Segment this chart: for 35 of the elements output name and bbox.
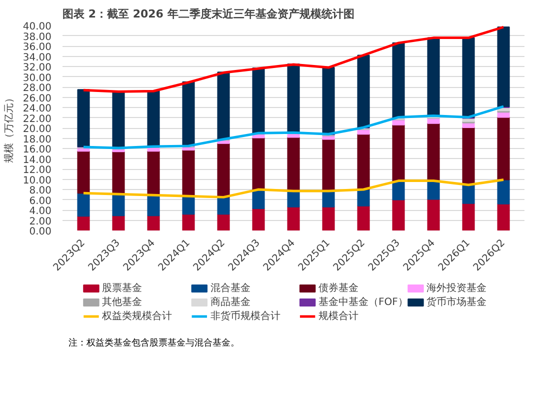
legend-label: 非货币规模合计	[210, 310, 280, 322]
legend-label: 其他基金	[102, 296, 142, 308]
legend-label: 海外投资基金	[426, 282, 487, 294]
y-tick-label: 16.00	[22, 144, 52, 156]
y-tick-label: 34.00	[22, 52, 52, 64]
y-tick-label: 10.00	[22, 175, 52, 186]
y-tick-label: 22.00	[22, 114, 52, 125]
y-tick-label: 8.00	[29, 186, 52, 196]
chart-title: 图表 2：截至 2026 年二季度末近三年基金资产规模统计图	[62, 8, 354, 20]
y-tick-label: 2.00	[29, 216, 52, 228]
y-tick-label: 4.00	[29, 206, 52, 217]
y-tick-label: 36.00	[22, 42, 52, 53]
y-tick-label: 26.00	[22, 93, 52, 104]
legend-label: 货币市场基金	[426, 296, 487, 308]
y-tick-label: 0.00	[29, 226, 52, 238]
y-axis-title: 规模（万亿元）	[2, 93, 15, 163]
legend-label: 商品基金	[210, 296, 250, 308]
y-tick-label: 24.00	[22, 104, 52, 114]
y-tick-label: 14.00	[22, 154, 52, 166]
legend-label: 权益类规模合计	[101, 310, 172, 322]
y-tick-label: 18.00	[22, 134, 52, 146]
legend-label: 股票基金	[102, 282, 142, 294]
y-tick-label: 30.00	[22, 72, 52, 84]
legend-label: 基金中基金（FOF）	[318, 296, 408, 308]
y-tick-label: 28.00	[22, 83, 52, 94]
y-tick-label: 38.00	[22, 32, 52, 43]
y-tick-label: 40.00	[22, 22, 52, 32]
legend-label: 规模合计	[318, 310, 359, 322]
y-tick-label: 20.00	[22, 124, 52, 135]
y-tick-label: 12.00	[22, 165, 52, 176]
text: 注：权益类基金包含股票基金与混合基金。	[68, 338, 240, 348]
y-tick-label: 6.00	[29, 196, 52, 207]
legend-label: 混合基金	[210, 282, 250, 294]
y-tick-label: 32.00	[22, 62, 52, 74]
legend-label: 债券基金	[318, 282, 359, 294]
